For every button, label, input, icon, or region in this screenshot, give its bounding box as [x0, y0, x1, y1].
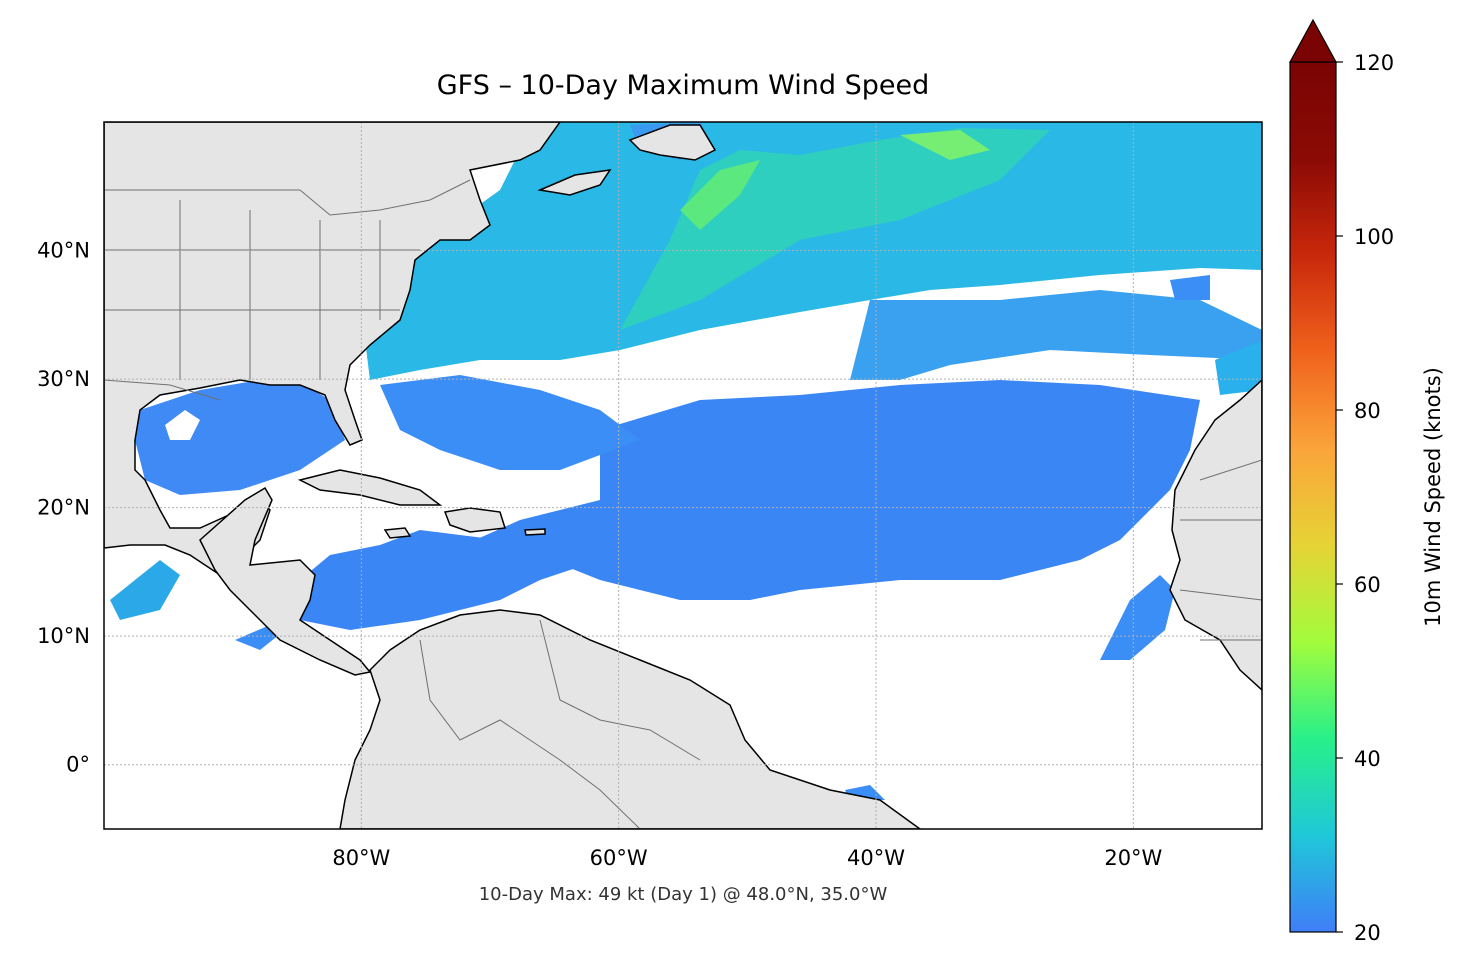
border-south-america-a: [419, 639, 641, 829]
land-newfoundland: [628, 124, 717, 161]
wind-field: [110, 122, 1262, 800]
colorbar-tick-label: 80: [1354, 399, 1381, 423]
border-us-mexico: [104, 379, 221, 401]
map-title: GFS – 10-Day Maximum Wind Speed: [436, 70, 930, 101]
wind-region-max-area: [900, 130, 990, 160]
gridlines: [104, 122, 1262, 829]
latitude-ticks: 0° 10°N 20°N 30°N 40°N: [37, 239, 90, 777]
border-africa: [1179, 459, 1262, 641]
colorbar-ticks: 20 40 60 80 100 120: [1336, 51, 1394, 945]
colorbar-tick-label: 100: [1354, 225, 1394, 249]
max-wind-annotation: 10-Day Max: 49 kt (Day 1) @ 48.0°N, 35.0…: [478, 884, 888, 905]
wind-region-canary: [1215, 340, 1262, 395]
lat-tick-label: 20°N: [37, 496, 90, 520]
wind-region-central-atlantic: [850, 290, 1262, 380]
border-states-c: [179, 200, 381, 380]
map-frame: [103, 121, 1263, 830]
political-borders: [104, 179, 1262, 829]
wind-region-west-africa: [1100, 575, 1175, 660]
colorbar-label: 10m Wind Speed (knots): [1421, 367, 1445, 627]
colorbar-extend-arrow: [1288, 18, 1338, 63]
land-africa: [1169, 378, 1262, 692]
lon-tick-label: 80°W: [332, 846, 390, 870]
colorbar-gradient: [1289, 61, 1337, 933]
lat-tick-label: 30°N: [37, 367, 90, 391]
colorbar-tick-label: 20: [1354, 921, 1381, 945]
lat-tick-label: 0°: [66, 753, 90, 777]
wind-region-azores: [1170, 275, 1210, 300]
colorbar-tick-label: 40: [1354, 747, 1381, 771]
land-cuba: [297, 469, 443, 506]
wind-region-gulf-calm: [165, 410, 200, 440]
colorbar-tick-label: 60: [1354, 573, 1381, 597]
land-masses: [104, 122, 1262, 829]
wind-region-bahamas: [380, 375, 640, 470]
wind-region-gulf-of-mexico: [135, 380, 345, 495]
colorbar-tick-label: 120: [1354, 51, 1394, 75]
wind-region-jet-max: [680, 160, 760, 230]
map-axes[interactable]: 80°W 60°W 40°W 20°W 0° 10°N 20°N 30°N 40°N: [37, 121, 1263, 870]
land-central-america: [199, 486, 372, 676]
land-puerto-rico: [524, 528, 546, 536]
lat-tick-label: 10°N: [37, 624, 90, 648]
wind-region-pacific-coast: [110, 560, 180, 620]
land-north-america: [104, 122, 561, 576]
longitude-ticks: 80°W 60°W 40°W 20°W: [332, 846, 1162, 870]
border-us-canada: [104, 179, 471, 216]
lon-tick-label: 20°W: [1104, 846, 1162, 870]
lon-tick-label: 40°W: [847, 846, 905, 870]
land-south-america: [339, 609, 922, 829]
border-south-america-b: [539, 619, 701, 761]
land-nova-scotia: [537, 169, 612, 196]
lon-tick-label: 60°W: [590, 846, 648, 870]
colorbar: 20 40 60 80 100 120 10m Wind Speed (knots): [1288, 18, 1445, 945]
lat-tick-label: 40°N: [37, 239, 90, 263]
wind-region-caribbean-extension: [320, 480, 650, 620]
land-jamaica: [383, 527, 412, 539]
